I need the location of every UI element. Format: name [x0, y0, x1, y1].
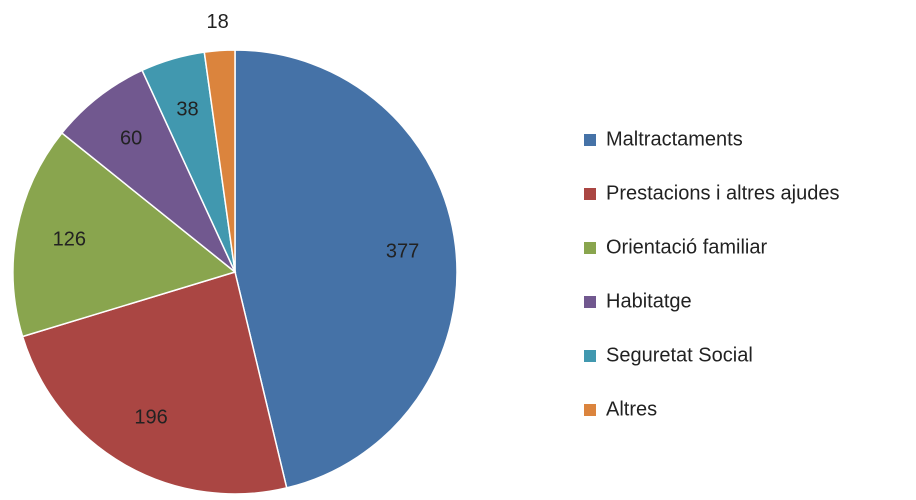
legend-label: Seguretat Social [606, 344, 753, 366]
data-label: 377 [386, 240, 419, 262]
data-label: 196 [134, 407, 167, 429]
legend-label: Habitatge [606, 290, 692, 312]
pie-slice [60, 69, 236, 273]
legend-label: Orientació familiar [606, 236, 768, 258]
legend-swatch [584, 134, 596, 146]
legend-swatch [584, 350, 596, 362]
legend-swatch [584, 188, 596, 200]
pie-slice [12, 131, 237, 338]
data-label: 18 [207, 11, 229, 33]
pie-slice [203, 49, 236, 273]
legend-swatch [584, 242, 596, 254]
legend-label: Altres [606, 398, 657, 420]
data-label: 126 [53, 228, 86, 250]
legend-label: Maltractaments [606, 128, 743, 150]
legend-swatch [584, 404, 596, 416]
data-label: 60 [120, 127, 142, 149]
data-label: 38 [176, 98, 198, 120]
legend-swatch [584, 296, 596, 308]
pie-slice [234, 49, 458, 489]
pie-slice [21, 271, 288, 495]
legend-label: Prestacions i altres ajudes [606, 182, 839, 204]
